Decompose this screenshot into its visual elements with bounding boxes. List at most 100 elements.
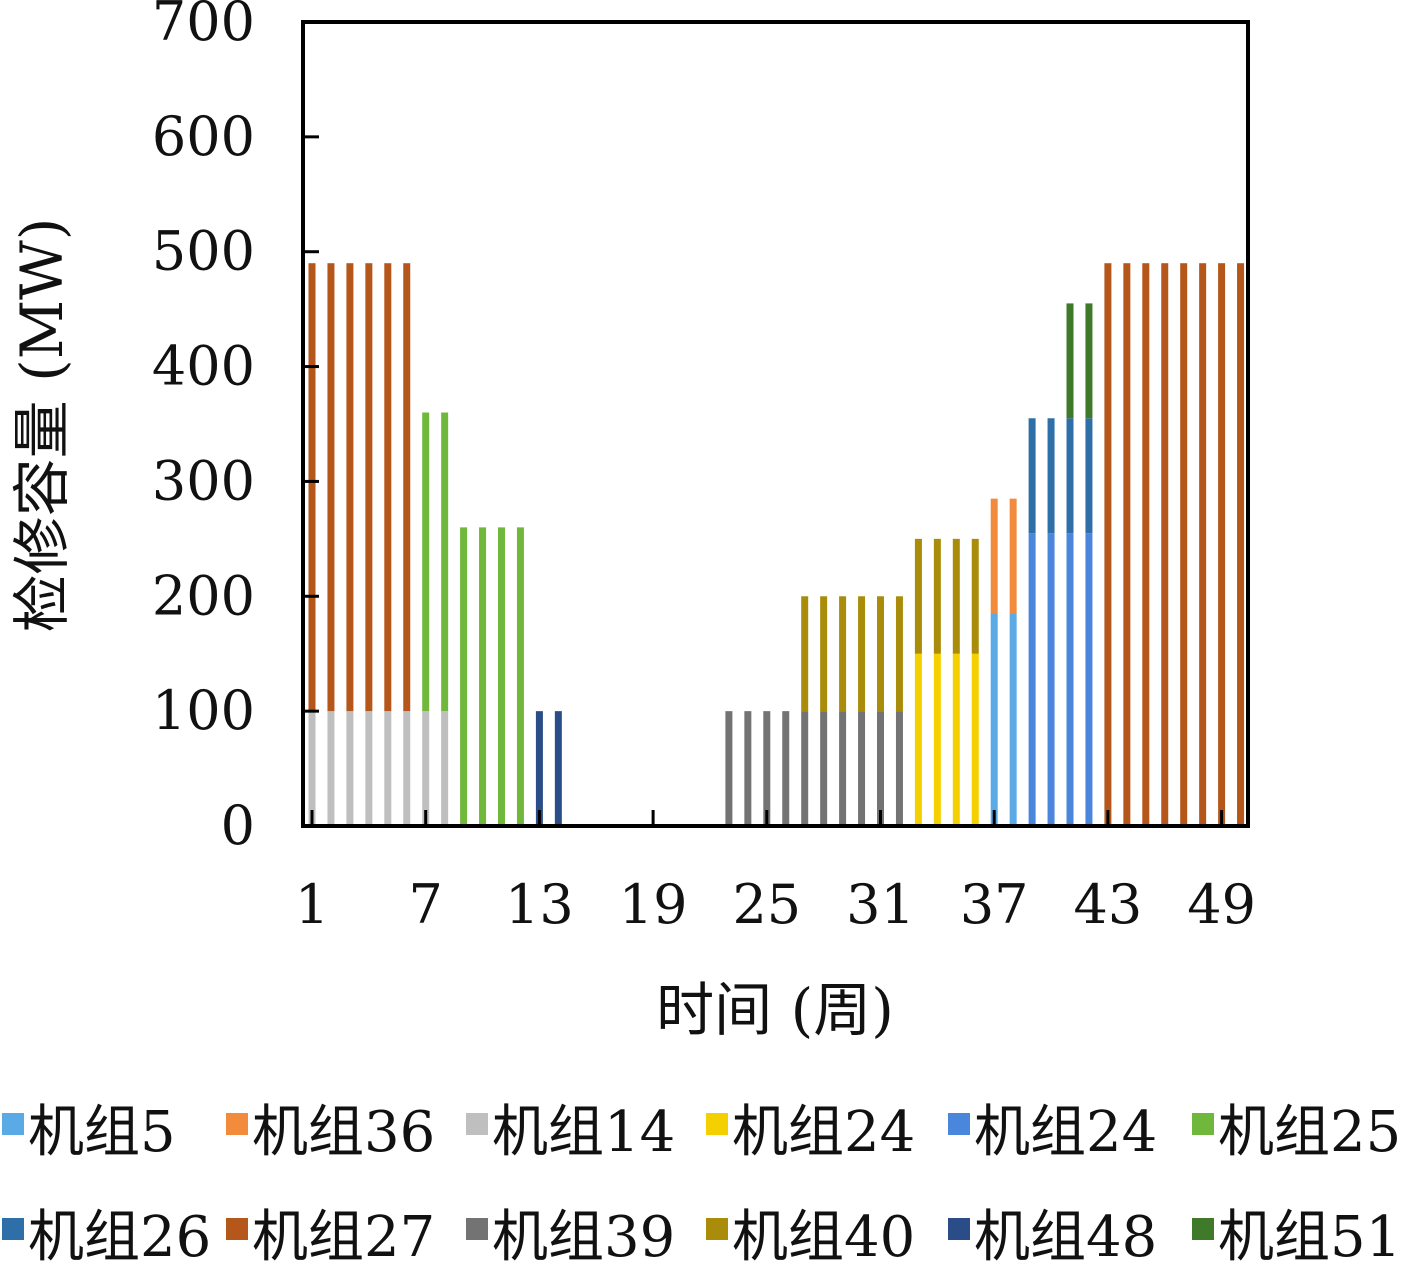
bar-week-40-机组26: [1047, 418, 1055, 534]
y-tick-label-600: 600: [152, 105, 255, 168]
bar-week-44-机组27: [1123, 263, 1131, 826]
legend-swatch-1: [226, 1113, 248, 1135]
bar-week-32-机组39: [895, 711, 903, 826]
y-tick-label-100: 100: [152, 679, 255, 742]
legend-label-11: 机组51: [1218, 1205, 1401, 1270]
bar-week-2-机组14: [327, 711, 335, 826]
legend-swatch-8: [466, 1218, 488, 1240]
x-tick-label-7: 7: [409, 873, 443, 936]
bar-week-43-机组27: [1104, 263, 1112, 826]
legend-swatch-4: [948, 1113, 970, 1135]
bar-week-42-机组24: [1085, 533, 1093, 826]
bar-week-29-机组40: [839, 596, 847, 712]
bar-week-1-机组14: [308, 711, 316, 826]
legend-swatch-2: [466, 1113, 488, 1135]
bar-week-2-机组27: [327, 263, 335, 712]
bar-week-37-机组36: [990, 498, 998, 614]
bar-week-41-机组51: [1066, 303, 1074, 419]
bar-week-42-机组51: [1085, 303, 1093, 419]
y-tick-label-500: 500: [152, 220, 255, 283]
bar-week-50-机组27: [1237, 263, 1245, 826]
legend-swatch-3: [706, 1113, 728, 1135]
x-tick-label-13: 13: [505, 873, 574, 936]
x-tick-label-37: 37: [960, 873, 1029, 936]
bar-week-39-机组26: [1028, 418, 1036, 534]
bar-week-12-机组25: [516, 527, 524, 826]
bar-week-5-机组27: [384, 263, 392, 712]
legend-label-9: 机组40: [732, 1205, 915, 1270]
y-tick-label-0: 0: [221, 794, 255, 857]
bar-week-37-机组5: [990, 613, 998, 826]
bar-week-28-机组40: [820, 596, 828, 712]
legend-label-4: 机组24: [974, 1100, 1157, 1165]
bar-week-41-机组24: [1066, 533, 1074, 826]
bar-week-23-机组39: [725, 711, 733, 826]
legend-label-10: 机组48: [974, 1205, 1157, 1270]
bar-week-31-机组40: [877, 596, 884, 712]
bar-week-4-机组27: [365, 263, 373, 712]
legend-label-1: 机组36: [252, 1100, 435, 1165]
bar-week-24-机组39: [744, 711, 752, 826]
x-tick-label-19: 19: [619, 873, 688, 936]
bar-week-45-机组27: [1142, 263, 1150, 826]
axis-ticks: [303, 20, 1224, 828]
bar-week-28-机组39: [820, 711, 828, 826]
legend: 机组5 机组36 机组14 机组24 机组24 机组25 机组26 机组27 机组39 机组40 机…: [2, 1100, 1401, 1270]
bar-week-6-机组27: [403, 263, 411, 712]
bar-week-35-机组40: [952, 538, 960, 654]
bar-week-46-机组27: [1161, 263, 1169, 826]
bar-week-29-机组39: [839, 711, 847, 826]
legend-swatch-6: [2, 1218, 24, 1240]
legend-label-3: 机组24: [732, 1100, 915, 1165]
bar-week-33-机组24: [914, 653, 922, 826]
bar-week-48-机组27: [1199, 263, 1207, 826]
bar-week-32-机组40: [895, 596, 903, 712]
bar-week-34-机组24: [933, 653, 941, 826]
legend-swatch-9: [706, 1218, 728, 1240]
bar-week-31-机组39: [877, 711, 884, 826]
bar-week-42-机组26: [1085, 418, 1093, 534]
bar-week-27-机组39: [801, 711, 809, 826]
bar-week-41-机组26: [1066, 418, 1074, 534]
bar-week-47-机组27: [1180, 263, 1188, 826]
bar-week-4-机组14: [365, 711, 373, 826]
bar-week-7-机组14: [422, 711, 430, 826]
bar-week-8-机组25: [441, 412, 449, 712]
plot-frame: [301, 20, 1250, 828]
bar-week-3-机组27: [346, 263, 354, 712]
bar-week-38-机组36: [1009, 498, 1017, 614]
bar-week-33-机组40: [914, 538, 922, 654]
x-tick-label-1: 1: [295, 873, 329, 936]
bar-week-6-机组14: [403, 711, 411, 826]
bar-week-7-机组25: [422, 412, 430, 712]
x-tick-label-43: 43: [1074, 873, 1143, 936]
bar-week-9-机组25: [460, 527, 468, 826]
legend-label-0: 机组5: [28, 1100, 176, 1165]
bar-week-39-机组24: [1028, 533, 1036, 826]
bar-week-38-机组5: [1009, 613, 1017, 826]
bar-week-25-机组39: [763, 711, 771, 826]
legend-label-6: 机组26: [28, 1205, 211, 1270]
bar-week-5-机组14: [384, 711, 392, 826]
legend-label-2: 机组14: [492, 1100, 675, 1165]
x-tick-label-31: 31: [846, 873, 915, 936]
bar-week-13-机组48: [535, 711, 543, 826]
bar-week-8-机组14: [441, 711, 449, 826]
bar-week-34-机组40: [933, 538, 941, 654]
x-tick-label-25: 25: [732, 873, 801, 936]
bar-week-36-机组40: [971, 538, 979, 654]
bar-week-27-机组40: [801, 596, 809, 712]
x-axis-title: 时间 (周): [656, 976, 894, 1044]
y-axis-title: 检修容量 (MW): [8, 218, 76, 633]
bar-week-40-机组24: [1047, 533, 1055, 826]
bar-week-11-机组25: [498, 527, 505, 826]
y-tick-label-700: 700: [152, 0, 255, 53]
legend-swatch-7: [226, 1218, 248, 1240]
bar-week-35-机组24: [952, 653, 960, 826]
bar-week-49-机组27: [1218, 263, 1226, 826]
bar-week-10-机组25: [479, 527, 487, 826]
bar-week-26-机组39: [782, 711, 790, 826]
y-tick-labels: 0 100 200 300 400 500 600 700: [152, 0, 255, 857]
y-tick-label-400: 400: [152, 335, 255, 398]
